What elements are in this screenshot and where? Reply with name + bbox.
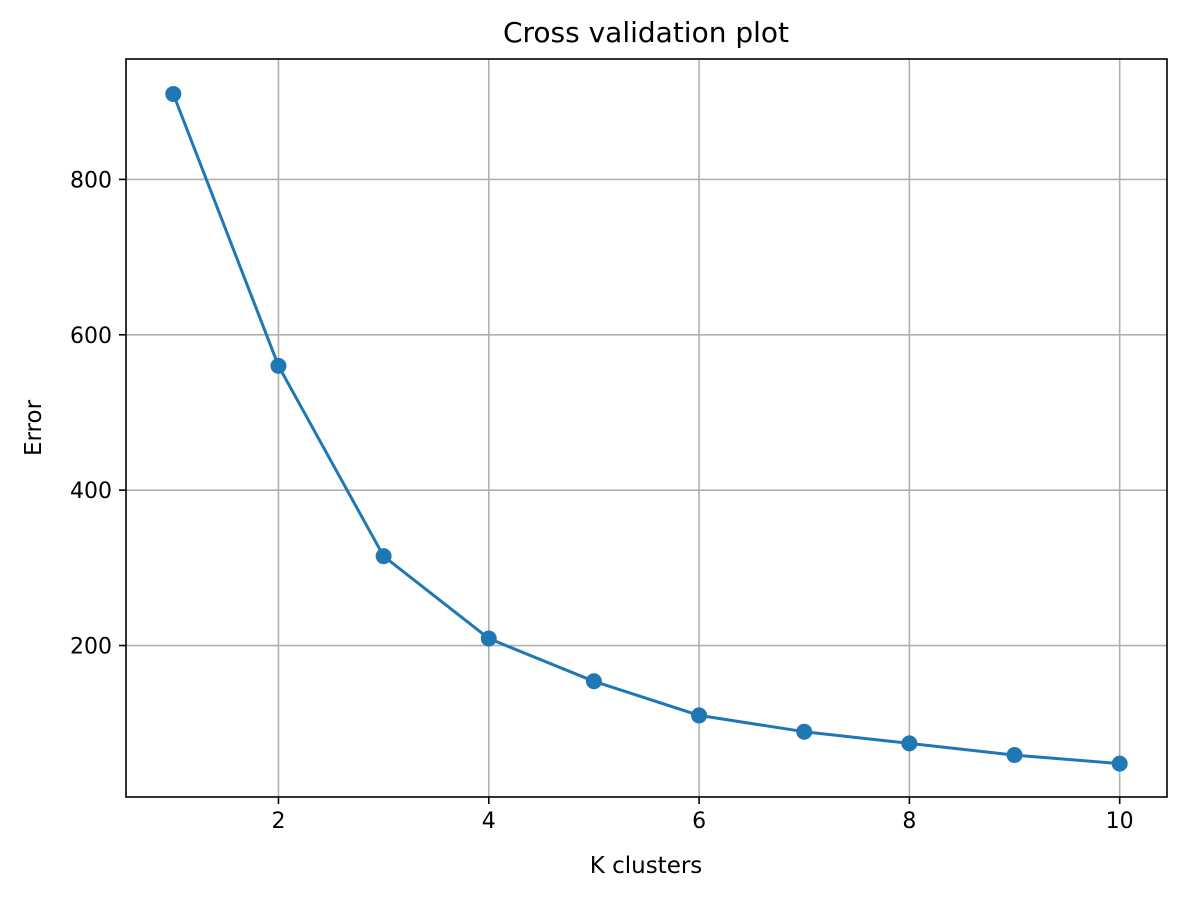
data-point: [901, 735, 918, 752]
series-layer: [165, 85, 1128, 772]
grid-layer: [126, 59, 1167, 797]
data-point: [480, 630, 497, 647]
x-tick-label: 6: [692, 809, 706, 834]
x-axis-label: K clusters: [590, 853, 703, 879]
data-point: [165, 85, 182, 102]
data-point: [585, 673, 602, 690]
x-tick-label: 4: [482, 809, 496, 834]
x-tick-label: 8: [902, 809, 916, 834]
x-tick-label: 10: [1106, 809, 1134, 834]
data-point: [1111, 755, 1128, 772]
y-tick-label: 200: [70, 635, 112, 660]
y-tick-label: 400: [70, 479, 112, 504]
series-line: [171, 93, 1120, 766]
ticks-layer: 2 4 6 8 10 200 400 600 800: [70, 168, 1134, 834]
chart-title: Cross validation plot: [503, 16, 789, 49]
y-tick-label: 800: [70, 168, 112, 193]
data-point: [270, 357, 287, 374]
data-point: [691, 707, 708, 724]
data-point: [796, 723, 813, 740]
data-point: [375, 548, 392, 565]
data-point: [1006, 747, 1023, 764]
y-tick-label: 600: [70, 324, 112, 349]
plot-frame: [125, 58, 1168, 798]
x-tick-label: 2: [271, 809, 285, 834]
y-axis-label: Error: [21, 399, 47, 456]
